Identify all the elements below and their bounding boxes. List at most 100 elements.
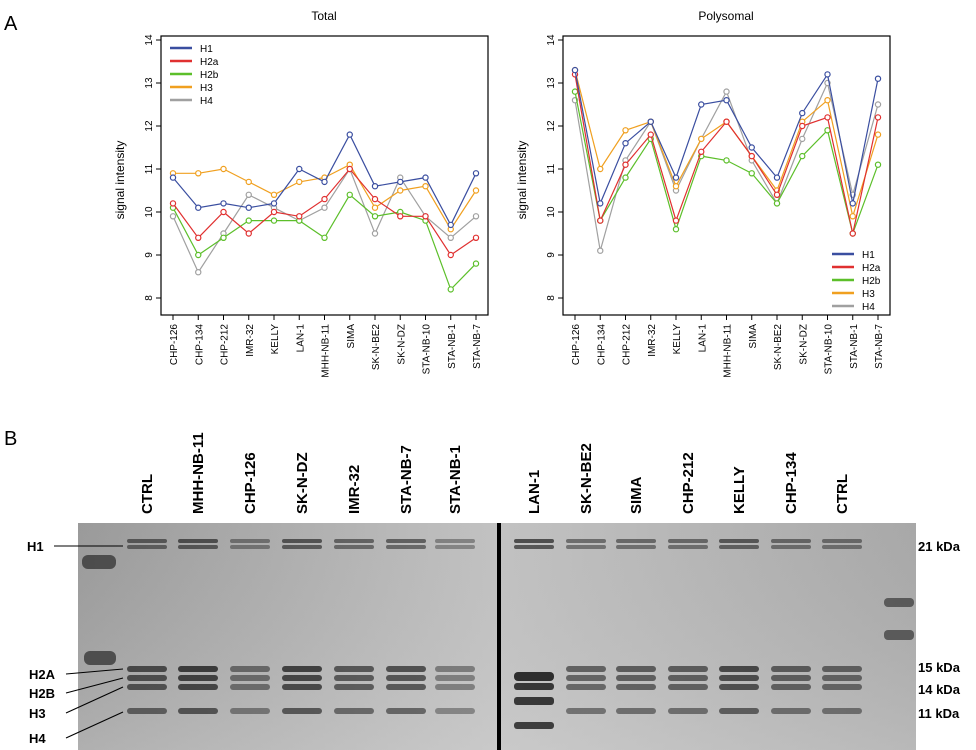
band-marker-line bbox=[65, 668, 124, 675]
lane-label: STA-NB-7 bbox=[398, 445, 415, 514]
y-tick-label: 10 bbox=[546, 206, 557, 218]
gel-band bbox=[230, 545, 270, 549]
data-point bbox=[472, 187, 480, 194]
gel-band bbox=[282, 666, 322, 672]
gel-band bbox=[822, 708, 862, 714]
lane-label: CHP-126 bbox=[242, 452, 259, 514]
gel-band bbox=[719, 545, 759, 549]
gel-band bbox=[822, 675, 862, 681]
legend-label: H4 bbox=[862, 302, 875, 313]
gel-band bbox=[668, 539, 708, 543]
data-point bbox=[245, 230, 252, 237]
gel-band bbox=[178, 666, 218, 672]
gel-band bbox=[230, 708, 270, 714]
data-point bbox=[422, 182, 429, 190]
gel-band bbox=[334, 545, 374, 549]
data-point bbox=[472, 213, 480, 220]
gel-band bbox=[514, 545, 554, 549]
y-tick-label: 12 bbox=[144, 120, 155, 132]
x-tick-label: SK-N-BE2 bbox=[371, 324, 382, 371]
data-point bbox=[245, 191, 252, 198]
data-point bbox=[220, 234, 227, 241]
series-line-h4 bbox=[574, 81, 879, 251]
x-tick-label: STA-NB-7 bbox=[472, 324, 483, 369]
lane-label: SK-N-BE2 bbox=[578, 443, 595, 514]
x-tick-label: IMR-32 bbox=[245, 324, 256, 357]
data-point bbox=[270, 200, 278, 207]
data-point bbox=[672, 182, 680, 190]
lane-label: LAN-1 bbox=[526, 470, 543, 514]
gel-band bbox=[230, 666, 270, 672]
x-tick-label: KELLY bbox=[672, 324, 683, 355]
lane-label: CHP-134 bbox=[783, 452, 800, 514]
chart-title: Polysomal bbox=[698, 9, 753, 23]
legend-label: H1 bbox=[862, 250, 875, 261]
data-point bbox=[647, 118, 654, 125]
gel-band bbox=[668, 666, 708, 672]
data-point bbox=[849, 213, 856, 220]
data-point bbox=[723, 88, 730, 95]
gel-bands bbox=[127, 539, 862, 729]
data-point bbox=[296, 178, 303, 186]
gel-band bbox=[514, 683, 554, 690]
gel-band bbox=[230, 684, 270, 690]
data-point bbox=[622, 127, 629, 134]
gel-band bbox=[514, 672, 554, 681]
data-point bbox=[245, 217, 252, 224]
x-tick-label: CHP-126 bbox=[169, 324, 180, 366]
gel-band bbox=[771, 708, 811, 714]
gel-band bbox=[127, 539, 167, 543]
gel-band bbox=[334, 539, 374, 543]
gel-band bbox=[386, 666, 426, 672]
gel-band bbox=[822, 539, 862, 543]
data-point bbox=[422, 174, 429, 181]
data-point bbox=[422, 213, 429, 220]
gel-band bbox=[719, 675, 759, 681]
y-tick-label: 12 bbox=[546, 120, 557, 132]
legend-label: H1 bbox=[200, 44, 213, 55]
gel-band bbox=[282, 684, 322, 690]
gel-band bbox=[719, 539, 759, 543]
data-point bbox=[371, 204, 379, 211]
gel-band bbox=[127, 545, 167, 549]
data-point bbox=[321, 195, 328, 203]
data-point bbox=[824, 114, 831, 121]
data-point bbox=[220, 208, 227, 216]
data-point bbox=[447, 234, 454, 241]
data-point bbox=[169, 200, 177, 207]
gel-band bbox=[334, 675, 374, 681]
gel-band bbox=[127, 708, 167, 714]
gel-band bbox=[435, 539, 475, 543]
gel-band bbox=[566, 675, 606, 681]
lane-label: STA-NB-1 bbox=[447, 445, 464, 514]
data-point bbox=[698, 135, 705, 143]
gel-band bbox=[514, 722, 554, 729]
data-point bbox=[346, 165, 353, 173]
data-point bbox=[321, 204, 328, 211]
data-point bbox=[874, 75, 882, 82]
data-point bbox=[773, 191, 781, 198]
gel-band bbox=[435, 675, 475, 681]
gel-band bbox=[178, 708, 218, 714]
gel-band bbox=[822, 684, 862, 690]
legend: H1 H2a H2b H3 H4 bbox=[170, 44, 219, 107]
data-point bbox=[346, 131, 353, 138]
gel-band bbox=[771, 666, 811, 672]
data-point bbox=[748, 152, 755, 160]
gel-band bbox=[178, 675, 218, 681]
gel-band bbox=[514, 697, 554, 705]
data-point bbox=[472, 170, 480, 177]
data-point bbox=[672, 225, 680, 233]
gel-band bbox=[771, 684, 811, 690]
gel-band bbox=[822, 666, 862, 672]
ladder-band bbox=[84, 651, 116, 665]
data-point bbox=[371, 230, 379, 237]
data-point bbox=[622, 139, 629, 147]
data-point bbox=[169, 213, 177, 220]
legend-label: H2b bbox=[200, 70, 219, 81]
x-tick-label: CHP-212 bbox=[622, 324, 633, 366]
gel-band bbox=[334, 684, 374, 690]
y-axis-label: signal intensity bbox=[515, 141, 529, 220]
gel-band bbox=[771, 539, 811, 543]
gel-band bbox=[334, 708, 374, 714]
